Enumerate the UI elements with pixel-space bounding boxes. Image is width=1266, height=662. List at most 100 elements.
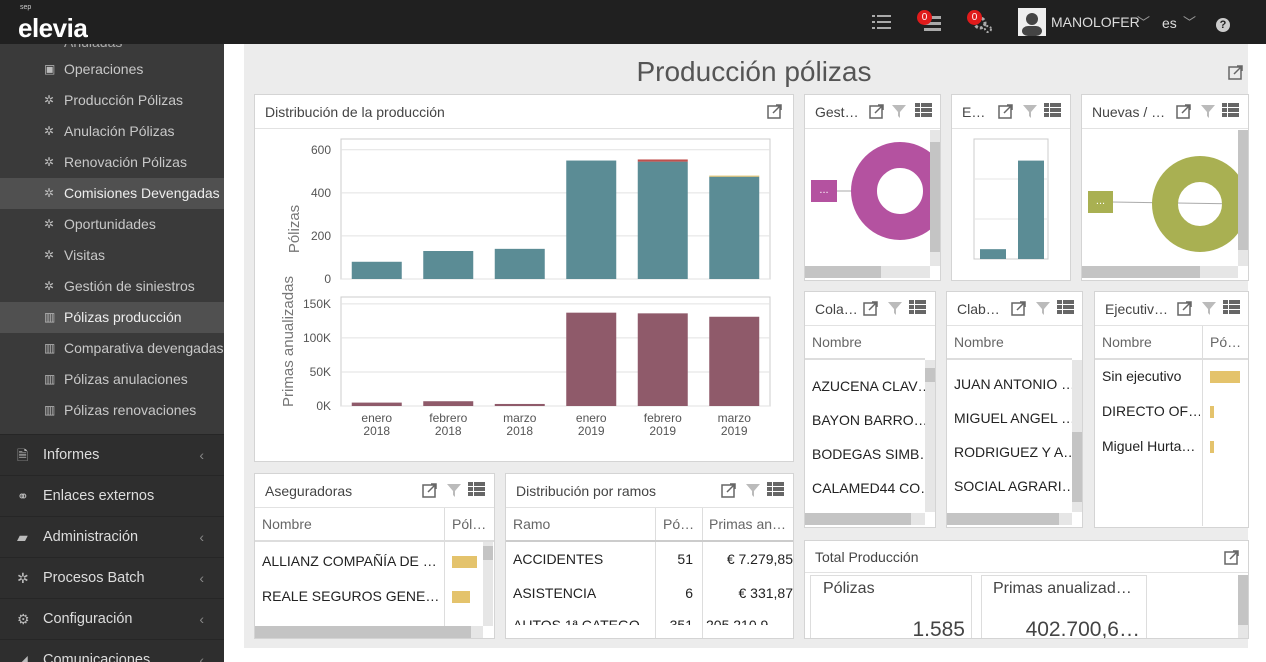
sidebar-item-operaciones[interactable]: ▣ Operaciones [0, 54, 224, 85]
vertical-scrollbar[interactable] [925, 360, 935, 512]
export-icon[interactable] [1177, 300, 1193, 319]
sidebar-section-procesos-batch[interactable]: ✲ Procesos Batch ‹ [0, 557, 224, 598]
help-icon[interactable]: ? [1216, 18, 1230, 32]
list-item[interactable]: CALAMED44 CO… [812, 480, 925, 496]
table-view-icon[interactable] [909, 300, 926, 317]
export-icon[interactable] [1224, 549, 1240, 568]
list-icon[interactable] [872, 13, 892, 34]
sidebar-item-produccion-polizas[interactable]: ✲ Producción Pólizas [0, 85, 224, 116]
sidebar-item-anuladas[interactable]: Anuladas [0, 44, 224, 52]
table-view-icon[interactable] [1223, 300, 1240, 317]
sidebar-item-comparativa-devengadas[interactable]: ▥ Comparativa devengadas [0, 333, 224, 364]
y-tick-label: 0 [324, 272, 331, 286]
horizontal-scrollbar[interactable] [1082, 266, 1238, 278]
horizontal-scrollbar[interactable] [947, 513, 1072, 525]
sidebar-item-oportunidades[interactable]: ✲ Oportunidades [0, 209, 224, 240]
sidebar-item-polizas-anulaciones[interactable]: ▥ Pólizas anulaciones [0, 364, 224, 395]
list-item[interactable]: Miguel Hurta… [1102, 438, 1196, 454]
sidebar-section-informes[interactable]: 🗎 Informes ‹ [0, 434, 224, 475]
column-header[interactable]: Nombre [262, 516, 312, 532]
tasks-icon[interactable] [922, 14, 942, 35]
horizontal-scrollbar[interactable] [805, 513, 925, 525]
list-item[interactable]: BODEGAS SIMB… [812, 446, 925, 462]
filter-icon[interactable] [446, 482, 462, 501]
column-header[interactable]: Nombre [1102, 334, 1152, 350]
list-item[interactable]: DIRECTO OF… [1102, 403, 1200, 419]
logo[interactable]: elevia [18, 13, 88, 43]
table-view-icon[interactable] [468, 482, 485, 499]
list-item[interactable]: BAYON BARRO… [812, 412, 925, 428]
sidebar-item-anulacion-polizas[interactable]: ✲ Anulación Pólizas [0, 116, 224, 147]
panel-ramos: Distribución por ramos Ramo Pó… Primas a… [505, 473, 794, 639]
export-icon[interactable] [863, 300, 879, 319]
table-row[interactable]: REALE SEGUROS GENE… [262, 588, 440, 604]
sidebar-item-polizas-produccion[interactable]: ▥ Pólizas producción [0, 302, 224, 333]
column-header[interactable]: Pó… [1210, 334, 1242, 350]
language-selector[interactable]: es [1162, 15, 1177, 31]
table-cell[interactable]: ASISTENCIA [513, 585, 597, 601]
table-view-icon[interactable] [1044, 103, 1061, 120]
table-view-icon[interactable] [767, 482, 784, 499]
filter-icon[interactable] [1035, 300, 1051, 319]
column-header[interactable]: Primas an… [709, 516, 787, 532]
export-icon[interactable] [767, 103, 783, 122]
table-cell[interactable]: ACCIDENTES [513, 551, 604, 567]
column-header[interactable]: Nombre [954, 334, 1004, 350]
user-name[interactable]: MANOLOFER [1051, 14, 1140, 30]
list-item[interactable]: Sin ejecutivo [1102, 368, 1182, 384]
table-view-icon[interactable] [1222, 103, 1239, 120]
list-item[interactable]: RODRIGUEZ Y A… [954, 444, 1072, 460]
export-icon[interactable] [721, 482, 737, 501]
chevron-down-icon[interactable]: ﹀ [1137, 15, 1151, 30]
export-icon[interactable] [1176, 103, 1192, 122]
list-item[interactable]: JUAN ANTONIO … [954, 376, 1072, 392]
table-view-icon[interactable] [1057, 300, 1074, 317]
table-cell: 351 [669, 617, 693, 625]
list-item[interactable]: MIGUEL ANGEL … [954, 410, 1072, 426]
sidebar-item-renovacion-polizas[interactable]: ✲ Renovación Pólizas [0, 147, 224, 178]
table-view-icon[interactable] [915, 103, 932, 120]
panel-title: Distribución de la producción [255, 95, 793, 129]
vertical-scrollbar[interactable] [1238, 130, 1248, 266]
sidebar-item-visitas[interactable]: ✲ Visitas [0, 240, 224, 271]
avatar[interactable] [1018, 8, 1046, 36]
sidebar-section-administracion[interactable]: ▰ Administración ‹ [0, 516, 224, 557]
export-icon[interactable] [422, 482, 438, 501]
column-header[interactable]: Ramo [513, 516, 551, 532]
filter-icon[interactable] [891, 103, 907, 122]
column-header[interactable]: Pó… [663, 516, 695, 532]
chevron-down-icon[interactable]: ﹀ [1183, 15, 1197, 30]
list-item[interactable]: AZUCENA CLAV… [812, 378, 925, 394]
horizontal-scrollbar[interactable] [255, 626, 483, 638]
filter-icon[interactable] [1201, 300, 1217, 319]
vertical-scrollbar[interactable] [930, 130, 940, 266]
filter-icon[interactable] [1200, 103, 1216, 122]
filter-icon[interactable] [887, 300, 903, 319]
sidebar-item-comisiones-devengadas[interactable]: ✲ Comisiones Devengadas [0, 178, 224, 209]
vertical-scrollbar[interactable] [483, 542, 493, 626]
sidebar-section-comunicaciones[interactable]: ◢ Comunicaciones ‹ [0, 639, 224, 662]
sidebar-section-configuracion[interactable]: ⚙ Configuración ‹ [0, 598, 224, 639]
x-tick-label: 2018 [506, 424, 533, 438]
sidebar-section-enlaces[interactable]: ⚭ Enlaces externos [0, 475, 224, 516]
sidebar-item-polizas-renovaciones[interactable]: ▥ Pólizas renovaciones [0, 395, 224, 426]
vertical-scrollbar[interactable] [1072, 360, 1082, 512]
export-icon[interactable] [1228, 64, 1244, 85]
sidebar-item-gestion-siniestros[interactable]: ✲ Gestión de siniestros [0, 271, 224, 302]
export-icon[interactable] [869, 103, 885, 122]
horizontal-scrollbar[interactable] [805, 266, 930, 278]
list-item[interactable]: SOCIAL AGRARI… [954, 478, 1072, 494]
panel-title: Total Producción [805, 541, 1248, 573]
table-row[interactable]: … [262, 618, 276, 626]
export-icon[interactable] [998, 103, 1014, 122]
column-header[interactable]: Nombre [812, 334, 862, 350]
filter-icon[interactable] [1022, 103, 1038, 122]
column-header[interactable]: Pól… [452, 516, 487, 532]
table-cell[interactable]: AUTOS 1ª CATEGO… [513, 617, 653, 625]
export-icon[interactable] [1011, 300, 1027, 319]
panel-title: E… [952, 95, 1070, 129]
filter-icon[interactable] [745, 482, 761, 501]
x-tick-label: marzo [503, 411, 537, 425]
vertical-scrollbar[interactable] [1238, 575, 1248, 638]
table-row[interactable]: ALLIANZ COMPAÑÍA DE … [262, 553, 437, 569]
